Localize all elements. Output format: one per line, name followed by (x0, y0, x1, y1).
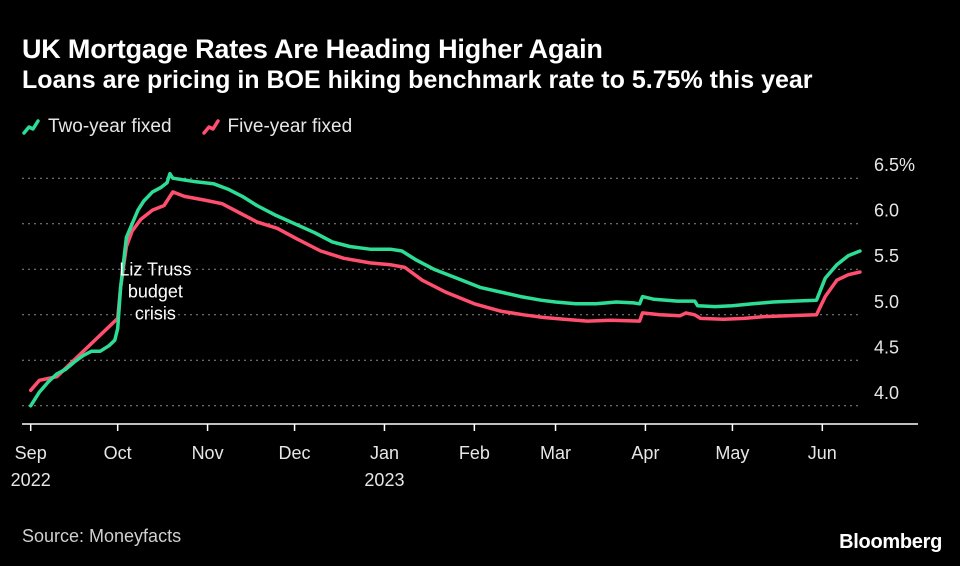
x-tick-label: Apr (631, 443, 659, 463)
legend-swatch-five-year-icon (201, 119, 220, 135)
source-note: Source: Moneyfacts (22, 526, 182, 546)
y-tick-label: 4.0 (874, 383, 899, 403)
x-tick-label: Mar (540, 443, 571, 463)
y-tick-label: 6.0 (874, 201, 899, 221)
legend-item-two-year: Two-year fixed (22, 116, 172, 138)
chart-subtitle: Loans are pricing in BOE hiking benchmar… (22, 66, 813, 94)
x-tick-label: Dec (279, 443, 311, 463)
x-tick-label: Feb (459, 443, 490, 463)
x-tick-label: Oct (104, 443, 132, 463)
legend-label-two-year: Two-year fixed (48, 116, 172, 137)
bloomberg-logo: Bloomberg (839, 531, 942, 553)
y-tick-label: 6.5% (874, 155, 915, 175)
chart-title: UK Mortgage Rates Are Heading Higher Aga… (22, 34, 603, 64)
y-tick-label: 5.5 (874, 246, 899, 266)
legend-item-five-year: Five-year fixed (201, 116, 353, 138)
annotation-text: crisis (135, 304, 176, 324)
series-lines (28, 171, 862, 408)
annotation-text: Liz Truss (119, 260, 191, 280)
y-tick-label: 4.5 (874, 337, 899, 357)
x-tick-label: Nov (192, 443, 224, 463)
y-axis-ticks: 4.0 4.5 5.0 5.5 6.0 6.5% (874, 155, 915, 403)
y-tick-label: 5.0 (874, 292, 899, 312)
x-tick-label: Jan (370, 443, 399, 463)
legend-label-five-year: Five-year fixed (227, 116, 353, 137)
legend-swatch-two-year-icon (22, 119, 40, 135)
x-tick-label: Jun (808, 443, 837, 463)
series-line-five-year (28, 190, 862, 393)
x-axis: Sep 2022 Oct Nov Dec Jan 2023 Feb Mar Apr May Jun (11, 423, 918, 490)
annotation-text: budget (128, 282, 183, 302)
x-tick-sublabel: 2022 (11, 470, 51, 490)
x-tick-label: May (715, 443, 749, 463)
chart-legend: Two-year fixed Five-year fixed (22, 116, 352, 138)
grid-lines (22, 177, 860, 407)
series-line-two-year (28, 171, 862, 408)
x-tick-label: Sep (15, 443, 47, 463)
x-tick-sublabel: 2023 (364, 470, 404, 490)
line-chart: 4.0 4.5 5.0 5.5 6.0 6.5% Sep 2022 Oct Nov Dec Jan 2… (11, 155, 918, 490)
